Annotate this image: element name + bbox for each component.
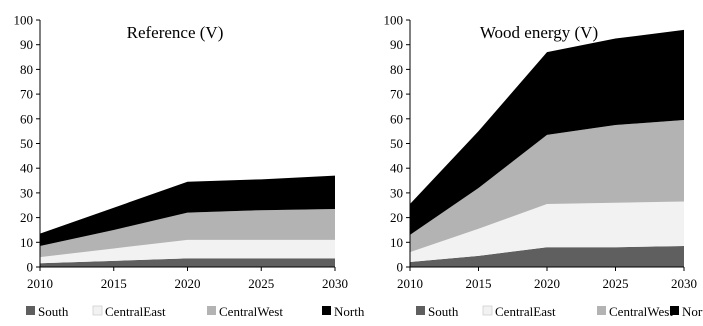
- y-tick-label: 90: [390, 37, 403, 52]
- y-tick-label: 70: [390, 87, 403, 102]
- y-tick-label: 100: [384, 13, 404, 28]
- y-tick-label: 50: [20, 136, 33, 151]
- area-centralwest-series: [40, 208, 335, 258]
- chart-title: Reference (V): [127, 23, 224, 42]
- x-tick-label: 2025: [248, 276, 274, 291]
- x-tick-label: 2030: [671, 276, 697, 291]
- x-tick-label: 2015: [466, 276, 492, 291]
- y-tick-label: 0: [397, 260, 404, 275]
- y-tick-label: 10: [390, 235, 403, 250]
- legend-label-centralwest: CentralWest: [219, 304, 283, 319]
- legend-swatch-south: [26, 306, 35, 315]
- y-tick-label: 60: [20, 111, 33, 126]
- y-tick-label: 80: [390, 62, 403, 77]
- y-tick-label: 20: [20, 210, 33, 225]
- y-tick-label: 30: [390, 185, 403, 200]
- y-tick-label: 70: [20, 87, 33, 102]
- legend-swatch-centraleast: [92, 305, 103, 316]
- x-tick-label: 2020: [175, 276, 201, 291]
- legend-swatch-centralwest: [207, 306, 216, 315]
- legend-label-south: South: [428, 304, 459, 319]
- area-centralwest-series: [410, 120, 684, 253]
- y-tick-label: 80: [20, 62, 33, 77]
- y-tick-label: 100: [14, 13, 34, 28]
- area-south-series: [410, 246, 684, 267]
- y-tick-label: 90: [20, 37, 33, 52]
- x-tick-label: 2030: [322, 276, 348, 291]
- area-centraleast-series: [410, 201, 684, 263]
- x-tick-label: 2010: [397, 276, 423, 291]
- y-tick-label: 60: [390, 111, 403, 126]
- legend-label-centralwest: CentralWest: [609, 304, 673, 319]
- legend-swatch-centraleast: [482, 305, 493, 316]
- y-tick-label: 30: [20, 185, 33, 200]
- y-tick-label: 40: [390, 161, 403, 176]
- area-south-series: [40, 258, 335, 267]
- legend-label-north: North: [334, 304, 365, 319]
- x-tick-label: 2025: [603, 276, 629, 291]
- legend-swatch-centralwest: [597, 306, 606, 315]
- area-north-series: [410, 29, 684, 235]
- y-tick-label: 10: [20, 235, 33, 250]
- legend-label-south: South: [38, 304, 69, 319]
- y-tick-label: 20: [390, 210, 403, 225]
- y-tick-label: 0: [27, 260, 34, 275]
- x-tick-label: 2015: [101, 276, 127, 291]
- y-tick-label: 50: [390, 136, 403, 151]
- legend-swatch-north: [670, 306, 679, 315]
- legend-label-north: North: [682, 304, 703, 319]
- area-centraleast-series: [40, 239, 335, 264]
- legend-label-centraleast: CentralEast: [495, 304, 556, 319]
- y-tick-label: 40: [20, 161, 33, 176]
- x-tick-label: 2020: [534, 276, 560, 291]
- legend-swatch-south: [416, 306, 425, 315]
- chart-title: Wood energy (V): [480, 23, 598, 42]
- area-north-series: [40, 175, 335, 247]
- x-tick-label: 2010: [27, 276, 53, 291]
- legend-label-centraleast: CentralEast: [105, 304, 166, 319]
- legend-swatch-north: [322, 306, 331, 315]
